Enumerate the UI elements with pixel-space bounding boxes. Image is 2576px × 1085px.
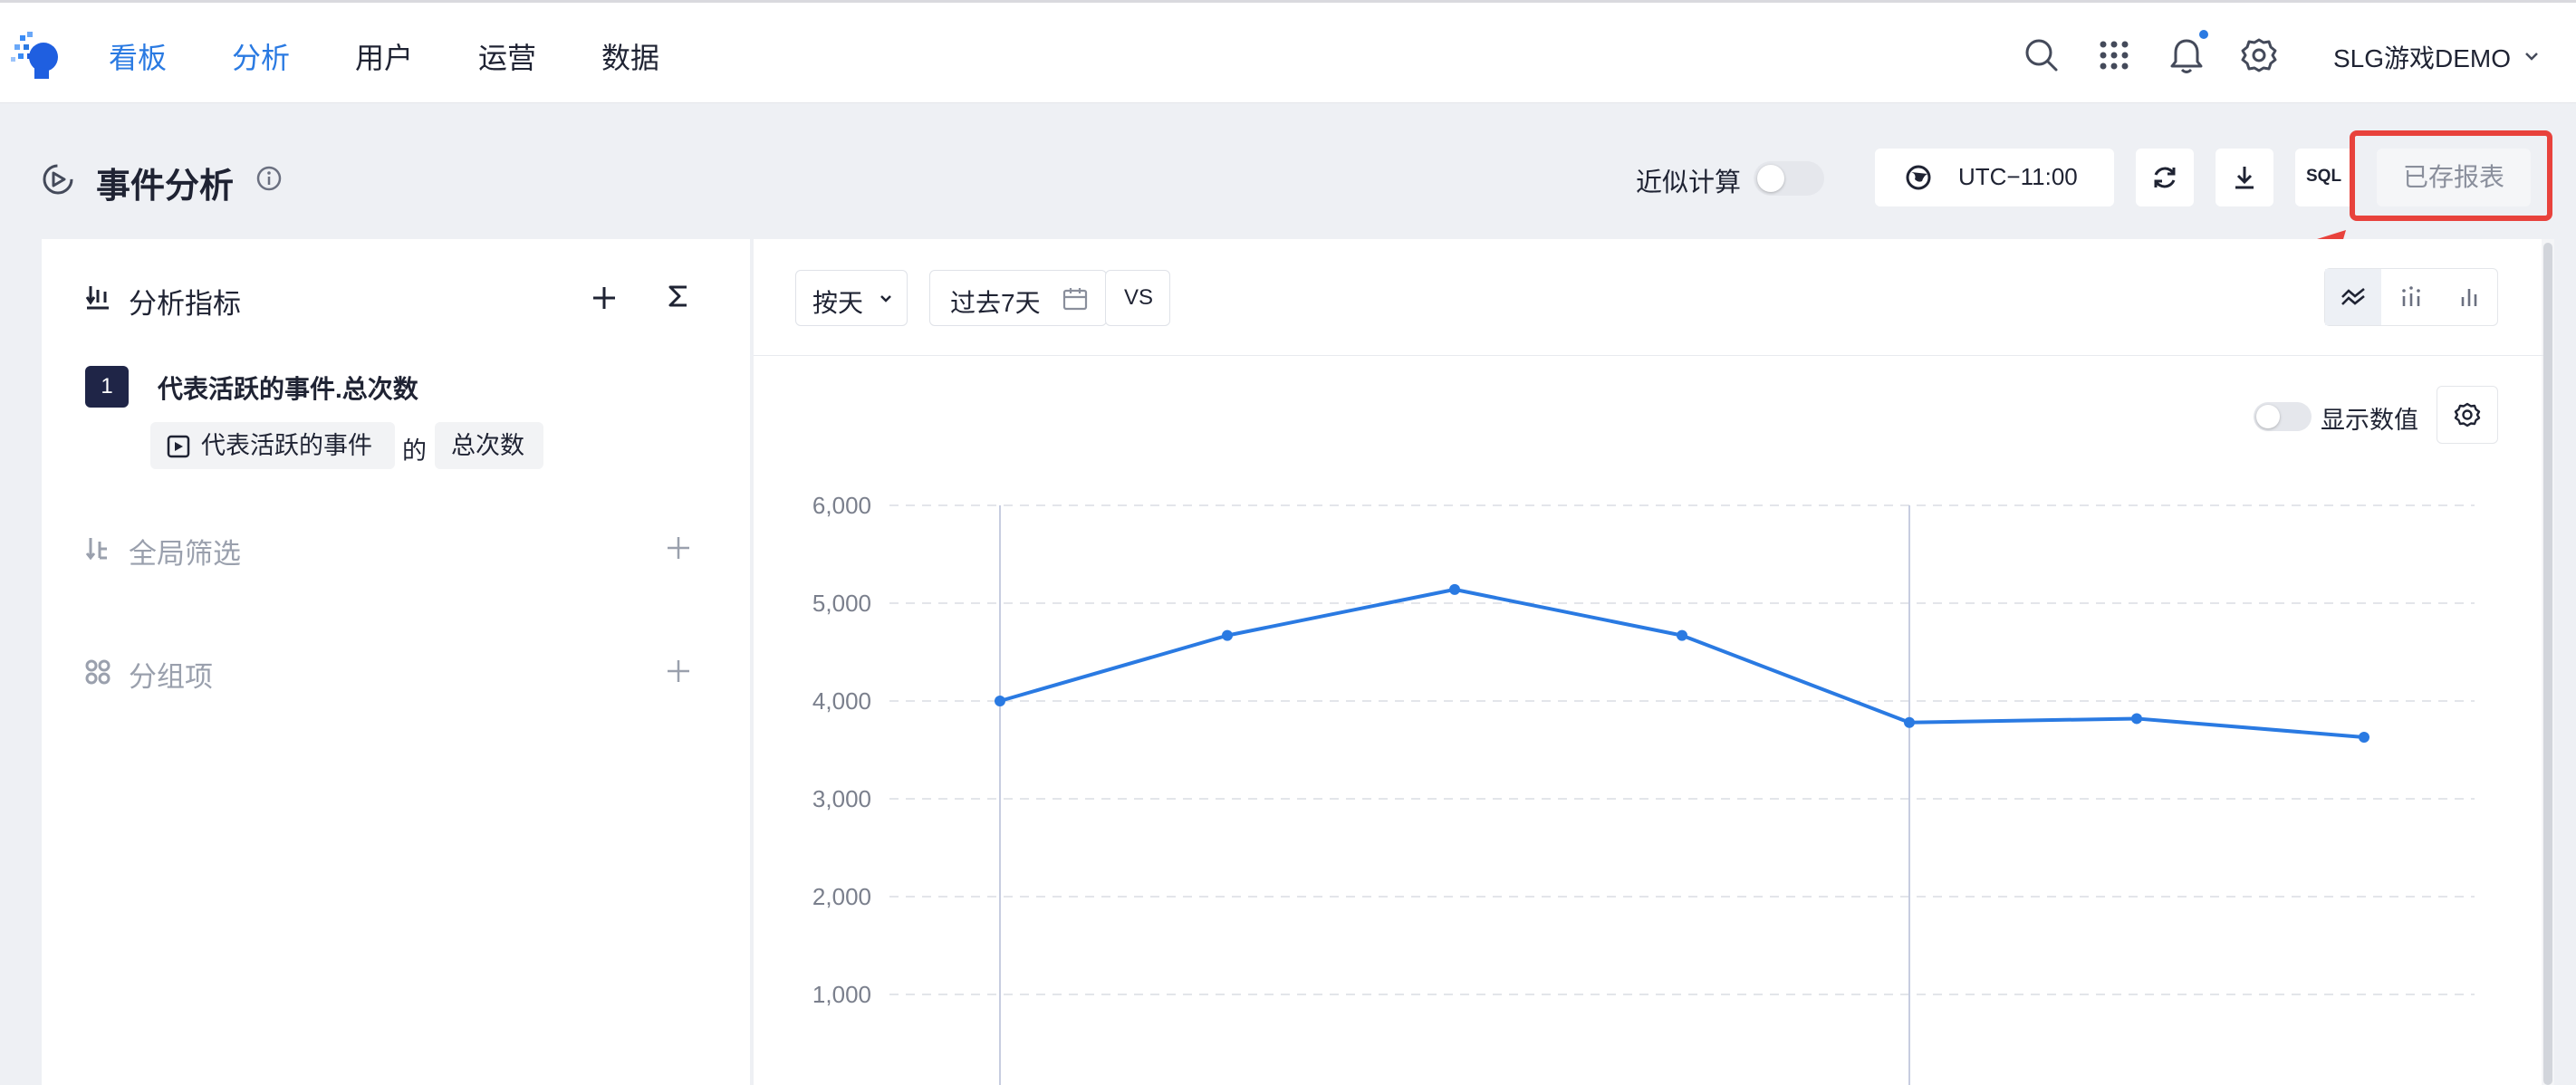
event-chip-label: 代表活跃的事件 [201,432,372,459]
distribution-chart-tab[interactable] [2383,269,2439,325]
line-chart-tab[interactable] [2325,269,2381,325]
search-icon[interactable] [2022,35,2062,75]
data-point [1904,716,1915,728]
add-group-icon[interactable] [665,658,692,685]
chevron-down-icon [880,295,891,302]
download-button[interactable] [2216,149,2273,206]
saved-reports-button[interactable]: 已存报表 [2377,149,2531,206]
scatter-bar-icon [2402,286,2420,306]
y-tick-label: 5,000 [812,590,871,617]
nav-item-dashboard[interactable]: 看板 [109,42,168,74]
data-point [1677,629,1687,641]
bar-chart-tab[interactable] [2441,269,2497,325]
nav-item-users[interactable]: 用户 [355,42,414,74]
approx-calc-toggle[interactable] [1754,161,1824,196]
y-tick-label: 1,000 [812,981,871,1008]
approx-calc-label: 近似计算 [1636,168,1742,197]
metric-name[interactable]: 代表活跃的事件.总次数 [158,375,418,403]
data-point [1222,629,1233,641]
y-tick-label: 2,000 [812,883,871,910]
refresh-icon [2154,167,2176,188]
sigma-formula-icon[interactable] [665,283,692,310]
compare-vs-label: VS [1124,285,1154,310]
project-selector[interactable]: SLG游戏DEMO [2333,44,2512,72]
y-tick-label: 3,000 [812,785,871,812]
notification-bell-icon[interactable] [2167,35,2206,75]
compare-vs-button[interactable]: VS [1105,270,1170,326]
date-range-picker[interactable]: 过去7天 [929,270,1107,326]
scrollbar-thumb[interactable] [2543,243,2552,1085]
add-filter-icon[interactable] [665,534,692,562]
connector-label: 的 [402,437,427,465]
metrics-section-title: 分析指标 [129,288,241,320]
page-title: 事件分析 [96,168,235,206]
measure-chip[interactable]: 总次数 [435,422,543,469]
metrics-icon [85,286,109,310]
toolbar-divider [754,355,2543,356]
data-point [995,696,1005,706]
timezone-button[interactable] [1875,149,2114,206]
line-chart: 6,000 5,000 4,000 3,000 2,000 1,000 [812,492,2475,1085]
granularity-label: 按天 [812,289,864,317]
show-values-label: 显示数值 [2321,407,2418,434]
group-icon [85,659,111,685]
event-analysis-icon [43,164,73,195]
chart-settings-button[interactable] [2437,386,2498,444]
data-point [1449,583,1460,595]
date-range-label: 过去7天 [950,289,1041,317]
apps-grid-icon[interactable] [2094,35,2134,75]
data-point [2359,731,2369,743]
global-filter-title[interactable]: 全局筛选 [129,538,241,570]
y-tick-label: 4,000 [812,687,871,715]
settings-gear-icon[interactable] [2239,35,2279,75]
add-metric-icon[interactable] [591,284,618,312]
series-line [999,587,2365,739]
y-tick-label: 6,000 [812,492,871,519]
sql-label: SQL [2306,167,2342,186]
nav-item-operations[interactable]: 运营 [478,42,537,74]
logo-icon[interactable] [7,26,62,81]
line-chart-icon [2341,287,2365,305]
info-icon[interactable] [255,165,283,192]
group-by-title[interactable]: 分组项 [129,661,213,693]
event-icon [167,435,190,458]
measure-chip-label: 总次数 [451,432,524,459]
chart-panel [754,239,2543,1085]
download-icon [2235,167,2254,189]
data-point [2131,713,2142,725]
refresh-button[interactable] [2136,149,2194,206]
metric-index-badge: 1 [85,366,129,408]
bar-chart-icon [2461,289,2477,306]
timezone-label: UTC−11:00 [1958,163,2078,190]
calendar-icon [1062,288,1088,311]
notification-badge [2199,30,2208,39]
event-chip[interactable]: 代表活跃的事件 [150,422,395,469]
nav-item-analysis[interactable]: 分析 [232,42,291,74]
top-navigation-bar: 看板 分析 用户 运营 数据 SLG游戏DEMO [0,0,2576,103]
gear-icon [2454,402,2481,427]
globe-icon [1906,165,1931,190]
chart-type-switcher [2324,268,2498,326]
left-config-panel [42,239,750,1085]
nav-item-data[interactable]: 数据 [601,42,660,74]
show-values-toggle[interactable] [2254,402,2312,431]
filter-sort-icon [85,538,107,561]
chevron-down-icon[interactable] [2523,50,2540,62]
sql-button[interactable]: SQL [2295,149,2353,206]
granularity-select[interactable]: 按天 [795,270,908,326]
highlight-annotation-box [2350,130,2552,221]
